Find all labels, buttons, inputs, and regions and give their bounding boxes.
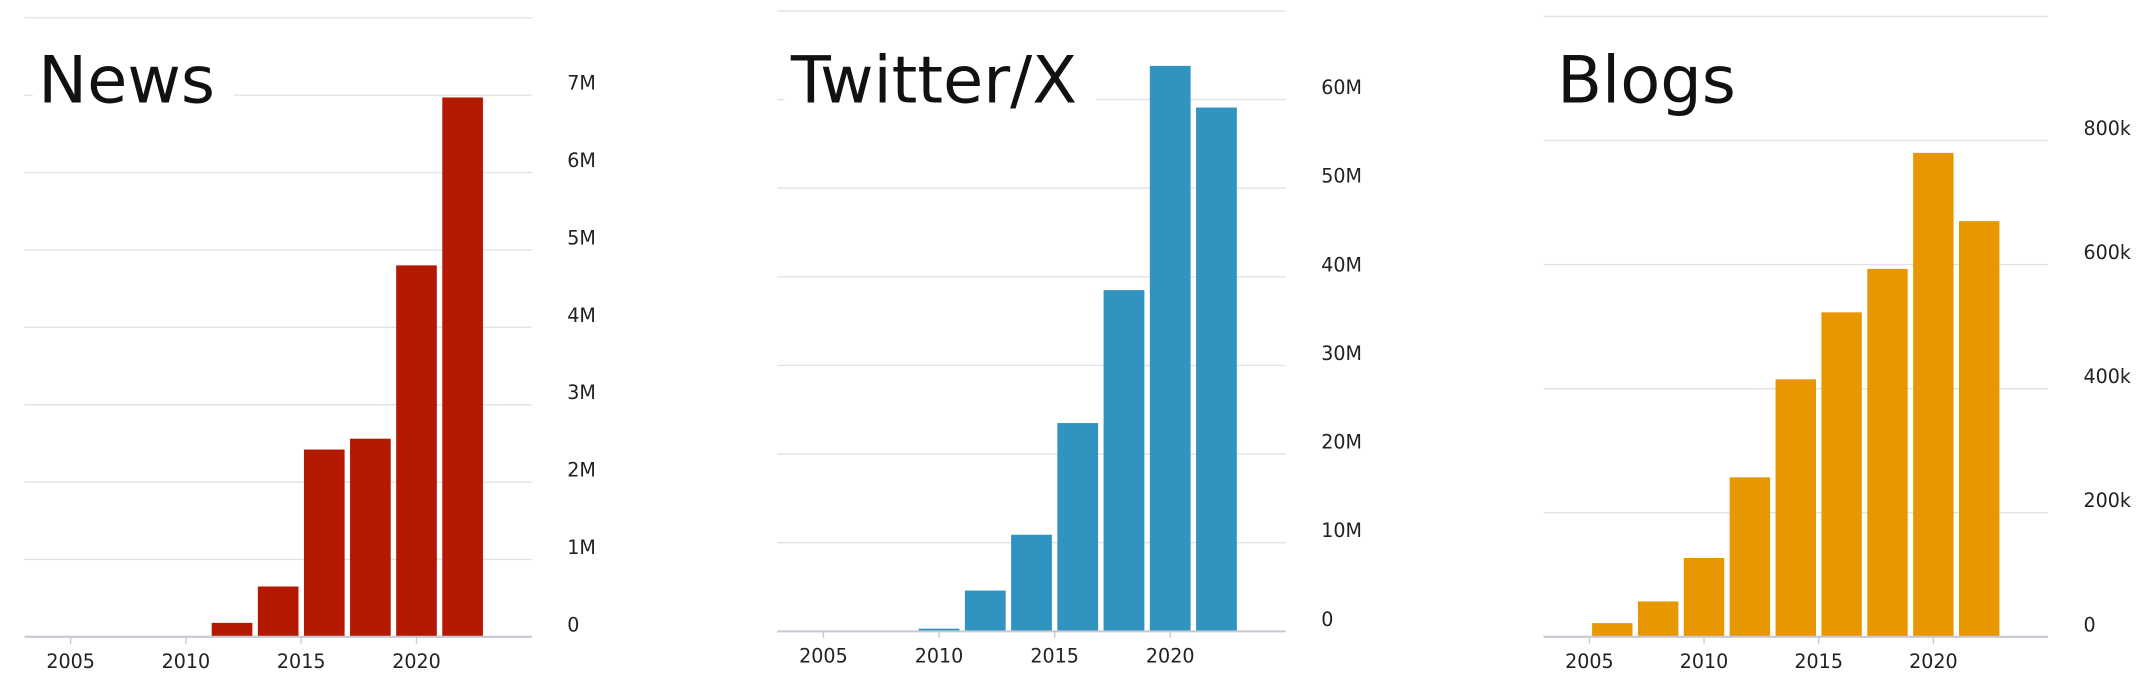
y-tick-label: 20M xyxy=(1321,432,1362,454)
panel: 0 200k 400k 600k 800k 2005 2010 2015 2020 Blogs xyxy=(1543,15,2131,673)
x-tick-label: 2015 xyxy=(1794,651,1843,673)
bar xyxy=(964,590,1006,632)
bar xyxy=(1729,477,1771,637)
bar xyxy=(1959,221,2000,637)
x-tick-label: 2015 xyxy=(277,651,326,673)
bar xyxy=(1867,268,1908,637)
bar xyxy=(918,628,960,632)
title-background xyxy=(784,42,1097,119)
x-tick-label: 2010 xyxy=(915,646,964,668)
y-tick-label: 5M xyxy=(567,227,596,249)
y-tick-label: 0 xyxy=(1321,609,1333,631)
bar xyxy=(1196,107,1237,632)
y-tick-label: 1M xyxy=(567,537,596,559)
bar xyxy=(442,97,483,637)
bar xyxy=(1913,152,1954,637)
x-tick-label: 2015 xyxy=(1030,646,1079,668)
y-tick-label: 0 xyxy=(2083,614,2095,636)
y-tick-label: 4M xyxy=(567,305,596,327)
chart-title: Blogs xyxy=(1557,42,1736,118)
y-tick-label: 10M xyxy=(1321,520,1362,542)
bar xyxy=(1683,558,1725,637)
x-tick-label: 2010 xyxy=(1680,651,1729,673)
bar xyxy=(303,449,345,637)
y-tick-label: 0 xyxy=(567,614,579,636)
x-tick-label: 2005 xyxy=(46,651,95,673)
panel: 0 10M 20M 30M 40M 50M 60M 2005 2010 2015 2020 Twitt… xyxy=(777,10,1362,668)
bar xyxy=(211,622,253,637)
bar xyxy=(1775,379,1816,637)
y-tick-label: 800k xyxy=(2083,118,2130,140)
y-tick-label: 7M xyxy=(567,73,596,95)
y-tick-label: 6M xyxy=(567,150,596,172)
y-tick-label: 50M xyxy=(1321,166,1362,188)
title-background xyxy=(1551,42,1755,119)
y-tick-label: 2M xyxy=(567,460,596,482)
x-tick-label: 2005 xyxy=(799,646,848,668)
bar xyxy=(1011,534,1052,632)
x-tick-label: 2020 xyxy=(1146,646,1195,668)
title-background xyxy=(32,42,235,119)
x-tick-label: 2010 xyxy=(162,651,211,673)
bar xyxy=(1821,312,1862,637)
x-tick-label: 2020 xyxy=(392,651,441,673)
y-tick-label: 600k xyxy=(2083,242,2130,264)
chart-title: Twitter/X xyxy=(790,42,1077,118)
bar xyxy=(1637,601,1679,637)
bar xyxy=(1592,623,1633,637)
y-tick-label: 200k xyxy=(2083,490,2130,512)
bar xyxy=(396,265,437,637)
bar xyxy=(1057,423,1099,632)
bar xyxy=(1149,65,1191,632)
y-tick-label: 30M xyxy=(1321,343,1362,365)
y-tick-label: 40M xyxy=(1321,254,1362,276)
y-tick-label: 400k xyxy=(2083,366,2130,388)
y-tick-label: 60M xyxy=(1321,77,1362,99)
bar xyxy=(257,586,299,637)
x-tick-label: 2005 xyxy=(1565,651,1614,673)
chart-title: News xyxy=(38,42,215,118)
panel: 0 1M 2M 3M 4M 5M 6M 7M 2005 2010 2015 2020 News xyxy=(24,17,596,673)
y-tick-label: 3M xyxy=(567,382,596,404)
bar xyxy=(1103,290,1145,632)
bar xyxy=(350,438,391,637)
x-tick-label: 2020 xyxy=(1909,651,1958,673)
